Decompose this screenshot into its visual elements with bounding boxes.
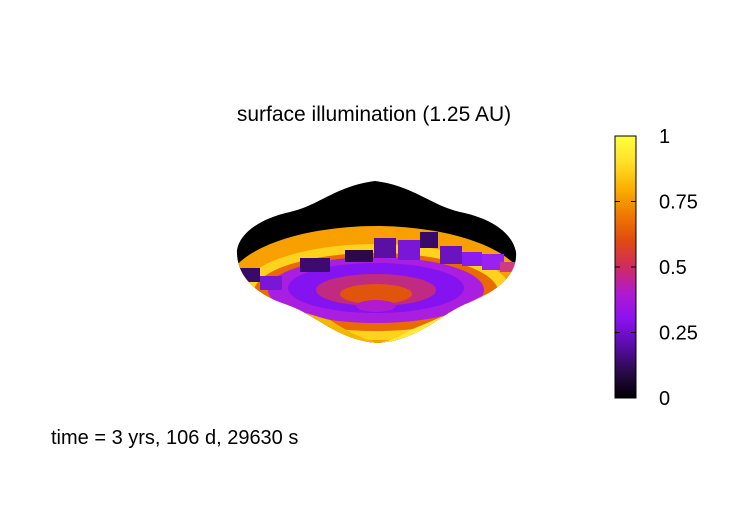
facet-1 [374,238,396,258]
facet-4 [440,246,462,264]
facet-7 [500,262,516,272]
colorbar-tick-label: 0 [659,388,670,410]
colorbar-tick-label: 0.25 [659,323,698,345]
colorbar-tick-label: 0.5 [659,257,687,279]
facet-2 [398,240,420,260]
facet-5 [462,252,482,266]
colorbar: 0 0.25 0.5 0.75 1 [614,126,698,410]
illum-center-patch [356,300,396,312]
colorbar-tick-label: 0.75 [659,192,698,214]
facet-6 [482,254,504,270]
facet-3 [420,232,438,248]
chart-title: surface illumination (1.25 AU) [236,103,512,126]
colorbar-tick-label: 1 [659,126,670,148]
facet-11 [345,250,373,262]
facet-8 [236,268,260,282]
time-annotation: time = 3 yrs, 106 d, 29630 s [51,427,299,449]
asteroid-surface [236,181,517,343]
illum-band-red [340,284,412,304]
facet-9 [260,276,282,290]
facet-10 [300,258,330,272]
